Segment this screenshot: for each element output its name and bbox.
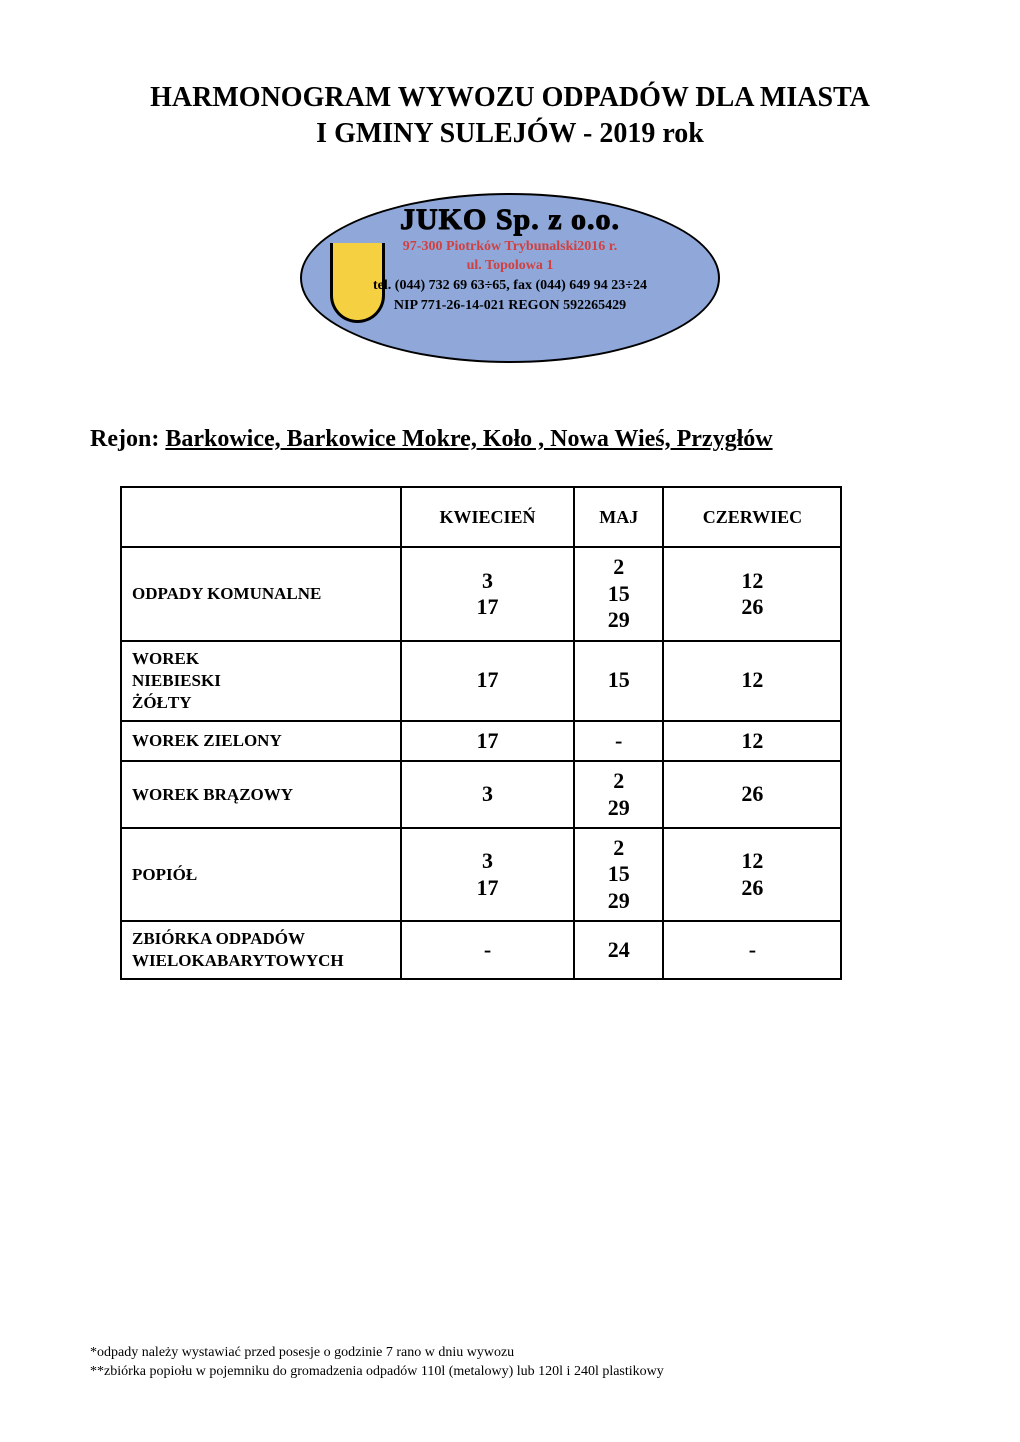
table-row: ZBIÓRKA ODPADÓWWIELOKABARYTOWYCH-24- [121,921,841,979]
month-header-2: MAJ [574,487,663,547]
cell-value: 1226 [663,828,841,921]
logo-tel: tel. (044) 732 69 63÷65, fax (044) 649 9… [300,276,720,296]
title-line2: I GMINY SULEJÓW - 2019 rok [316,118,704,149]
table-row: WOREKNIEBIESKIŻÓŁTY171512 [121,641,841,721]
table-row: POPIÓŁ317215291226 [121,828,841,921]
cell-value: - [401,921,574,979]
logo-address1: 97-300 Piotrków Trybunalski2016 r. [300,237,720,257]
cell-value: 12 [663,641,841,721]
cell-value: 17 [401,641,574,721]
cell-value: 229 [574,761,663,828]
row-label: WOREK BRĄZOWY [121,761,401,828]
document-title: HARMONOGRAM WYWOZU ODPADÓW DLA MIASTA I … [90,80,930,153]
row-label: WOREKNIEBIESKIŻÓŁTY [121,641,401,721]
cell-value: 1226 [663,547,841,640]
row-label: ODPADY KOMUNALNE [121,547,401,640]
cell-value: 15 [574,641,663,721]
logo-container: JUKO Sp. z o.o. 97-300 Piotrków Trybunal… [90,193,930,363]
region-heading: Rejon: Barkowice, Barkowice Mokre, Koło … [90,423,930,457]
table-header-row: KWIECIEŃ MAJ CZERWIEC [121,487,841,547]
table-row: ODPADY KOMUNALNE317215291226 [121,547,841,640]
month-header-1: KWIECIEŃ [401,487,574,547]
table-row: WOREK BRĄZOWY322926 [121,761,841,828]
cell-value: 317 [401,547,574,640]
company-logo: JUKO Sp. z o.o. 97-300 Piotrków Trybunal… [300,193,720,363]
title-line1: HARMONOGRAM WYWOZU ODPADÓW DLA MIASTA [150,82,870,113]
cell-value: 21529 [574,547,663,640]
logo-address2: ul. Topolowa 1 [300,256,720,276]
cell-value: 17 [401,721,574,761]
month-header-3: CZERWIEC [663,487,841,547]
cell-value: 317 [401,828,574,921]
logo-nip: NIP 771-26-14-021 REGON 592265429 [300,296,720,316]
row-label: ZBIÓRKA ODPADÓWWIELOKABARYTOWYCH [121,921,401,979]
table-corner-cell [121,487,401,547]
footnotes: *odpady należy wystawiać przed posesje o… [90,1343,664,1382]
footnote-1: *odpady należy wystawiać przed posesje o… [90,1343,664,1363]
logo-company-name: JUKO Sp. z o.o. [300,203,720,237]
row-label: WOREK ZIELONY [121,721,401,761]
region-label: Rejon: [90,426,165,452]
region-value: Barkowice, Barkowice Mokre, Koło , Nowa … [165,426,772,452]
footnote-2: **zbiórka popiołu w pojemniku do gromadz… [90,1362,664,1382]
cell-value: 12 [663,721,841,761]
cell-value: - [574,721,663,761]
cell-value: 26 [663,761,841,828]
cell-value: - [663,921,841,979]
cell-value: 21529 [574,828,663,921]
cell-value: 3 [401,761,574,828]
row-label: POPIÓŁ [121,828,401,921]
cell-value: 24 [574,921,663,979]
table-row: WOREK ZIELONY17-12 [121,721,841,761]
schedule-table: KWIECIEŃ MAJ CZERWIEC ODPADY KOMUNALNE31… [120,486,842,980]
logo-text-block: JUKO Sp. z o.o. 97-300 Piotrków Trybunal… [300,203,720,315]
